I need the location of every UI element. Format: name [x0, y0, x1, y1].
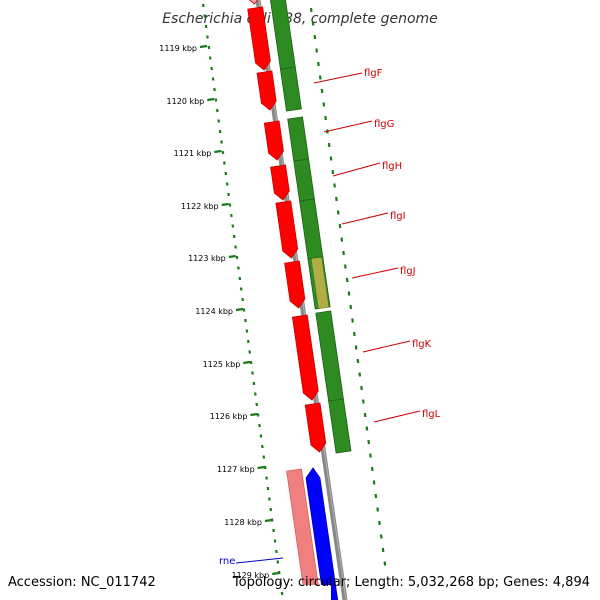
gene-label[interactable]: flgI	[390, 211, 406, 222]
kbp-label: 1124 kbp	[195, 307, 233, 316]
gene-leader-line	[313, 72, 363, 84]
kbp-label: 1125 kbp	[203, 360, 241, 369]
kbp-label: 1119 kbp	[159, 44, 197, 53]
gene-label[interactable]: flgK	[412, 339, 432, 350]
kbp-tick	[199, 44, 208, 49]
forward-strand-cds	[247, 0, 327, 453]
cds-bar	[279, 66, 302, 112]
gene-leader-line	[341, 212, 389, 225]
kbp-label: 1127 kbp	[217, 465, 255, 474]
gene-leader-line	[235, 557, 284, 564]
kbp-label: 1121 kbp	[174, 149, 212, 158]
cds-arrow	[256, 70, 277, 111]
kbp-scale-labels: 1119 kbp 1120 kbp 1121 kbp 1122 kbp 1123 kbp…	[159, 44, 280, 580]
gene-leader-line	[323, 120, 373, 133]
gene-label[interactable]: flgG	[374, 119, 394, 130]
cds-arrow	[291, 314, 319, 401]
cds-bar	[299, 198, 324, 260]
kbp-tick	[257, 465, 265, 470]
cds-bar	[287, 116, 310, 162]
kbp-label: 1126 kbp	[210, 412, 248, 421]
kbp-label: 1128 kbp	[224, 518, 262, 527]
gene-labels: flgF flgG flgH flgI flgJ flgK flgL rne	[219, 68, 441, 567]
cds-bar	[315, 310, 344, 402]
accession-text: Accession: NC_011742	[8, 575, 156, 590]
gene-label[interactable]: rne	[219, 556, 235, 567]
gene-label[interactable]: flgF	[364, 68, 383, 79]
kbp-tick	[235, 307, 244, 312]
cds-bar	[328, 398, 352, 454]
outer-tick-marks	[201, 3, 284, 596]
kbp-tick	[214, 149, 222, 154]
kbp-tick	[272, 571, 280, 576]
gene-leader-line	[332, 162, 381, 177]
kbp-label: 1123 kbp	[188, 254, 226, 263]
kbp-tick	[228, 254, 236, 259]
kbp-label: 1120 kbp	[167, 97, 205, 106]
gene-label[interactable]: flgL	[422, 409, 441, 420]
gene-leader-line	[373, 410, 421, 423]
lower-features	[286, 467, 339, 600]
cds-arrow	[284, 260, 306, 309]
genome-summary-text: Topology: circular; Length: 5,032,268 bp…	[232, 575, 590, 590]
kbp-tick	[264, 518, 273, 523]
reverse-strand-cds	[270, 0, 352, 454]
kbp-tick	[207, 97, 215, 102]
cds-arrow	[270, 164, 290, 201]
cds-bar	[286, 468, 321, 600]
cds-arrow	[263, 120, 284, 161]
cds-arrow	[247, 6, 271, 71]
gene-label[interactable]: flgJ	[400, 266, 416, 277]
gene-label[interactable]: flgH	[382, 161, 402, 172]
kbp-tick	[243, 360, 251, 365]
cds-arrow	[248, 0, 258, 5]
inner-tick-marks	[309, 7, 387, 566]
gene-leader-line	[351, 267, 399, 279]
gene-leader-line	[362, 340, 411, 353]
cds-arrow	[275, 200, 299, 259]
kbp-tick	[221, 202, 229, 207]
cds-arrow	[304, 402, 327, 453]
genome-title: Escherichia coli S88, complete genome	[162, 11, 438, 27]
cds-bar	[293, 158, 315, 202]
kbp-tick	[250, 412, 258, 417]
cds-highlight	[311, 257, 329, 309]
kbp-label: 1122 kbp	[181, 202, 219, 211]
kbp-label: 1129 kbp	[231, 571, 269, 580]
